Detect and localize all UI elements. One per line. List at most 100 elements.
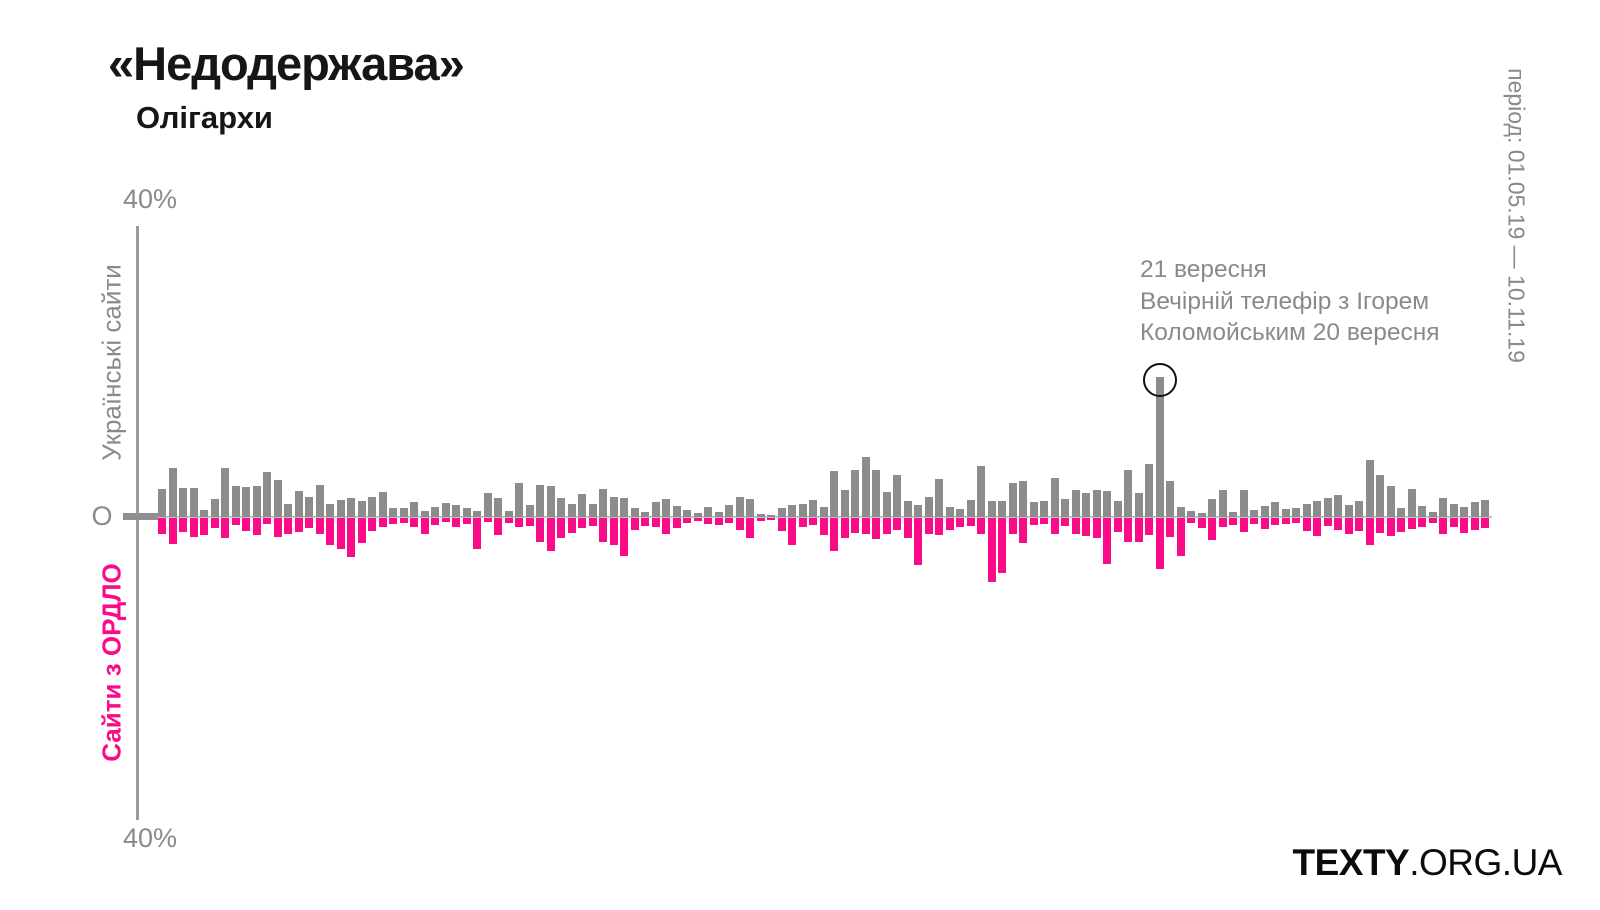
bar-down bbox=[494, 518, 502, 536]
bar-up bbox=[168, 467, 177, 517]
bar-up bbox=[536, 484, 544, 517]
bar-up bbox=[578, 494, 586, 517]
bar-down bbox=[357, 518, 366, 544]
bar-down bbox=[1050, 518, 1059, 534]
bar-up bbox=[704, 506, 712, 517]
bar-up bbox=[525, 505, 534, 517]
bar-up bbox=[399, 508, 408, 517]
bar-up bbox=[1428, 512, 1437, 517]
bar-up bbox=[1197, 513, 1206, 517]
bar-down bbox=[1470, 518, 1479, 530]
bar-down bbox=[1334, 518, 1342, 530]
bar-up bbox=[693, 513, 702, 517]
bar-up bbox=[1302, 503, 1311, 517]
bar-up bbox=[1250, 509, 1258, 517]
bar-down bbox=[1407, 518, 1416, 529]
texty-logo-bold: TEXTY bbox=[1292, 842, 1410, 883]
bar-down bbox=[1040, 518, 1048, 525]
bar-up bbox=[378, 491, 387, 517]
bar-up bbox=[557, 498, 565, 517]
bar-down bbox=[452, 518, 460, 528]
bar-up bbox=[641, 511, 649, 517]
bar-up bbox=[1397, 507, 1405, 517]
bar-up bbox=[662, 498, 670, 517]
bar-down bbox=[1061, 518, 1069, 526]
page-subtitle: Олігархи bbox=[136, 100, 273, 135]
bar-down bbox=[1386, 518, 1395, 537]
bar-up bbox=[735, 497, 744, 517]
bar-up bbox=[1281, 509, 1290, 517]
bar-up bbox=[767, 514, 775, 517]
bar-up bbox=[483, 493, 492, 517]
bar-up bbox=[357, 501, 366, 517]
bar-up bbox=[273, 480, 282, 517]
bar-up bbox=[1271, 502, 1279, 517]
bar-down bbox=[1166, 518, 1174, 537]
bar-down bbox=[767, 518, 775, 521]
bar-down bbox=[1250, 518, 1258, 525]
bar-down bbox=[819, 518, 828, 536]
bar-up bbox=[893, 475, 901, 517]
bar-down bbox=[1187, 518, 1195, 524]
bar-up bbox=[987, 501, 996, 517]
bar-down bbox=[525, 518, 534, 526]
bar-up bbox=[189, 487, 198, 517]
bar-down bbox=[1281, 518, 1290, 525]
bar-down bbox=[1481, 518, 1489, 529]
bar-down bbox=[410, 518, 418, 528]
bar-down bbox=[546, 518, 555, 551]
bar-up bbox=[1124, 469, 1132, 517]
bar-down bbox=[1208, 518, 1216, 540]
bar-up bbox=[1239, 490, 1248, 517]
bar-up bbox=[672, 506, 681, 517]
page-title: «Недодержава» bbox=[108, 37, 465, 90]
bar-down bbox=[987, 518, 996, 583]
bar-down bbox=[399, 518, 408, 523]
texty-logo-rest: .ORG.UA bbox=[1409, 842, 1562, 883]
bar-down bbox=[662, 518, 670, 535]
bar-down bbox=[977, 518, 985, 534]
bar-down bbox=[1376, 518, 1384, 533]
bar-down bbox=[347, 518, 355, 558]
bar-up bbox=[179, 487, 187, 517]
bar-down bbox=[693, 518, 702, 522]
annotation-text: 21 вересня Вечірній телефір з Ігорем Кол… bbox=[1140, 254, 1440, 349]
bar-up bbox=[431, 506, 439, 517]
bar-down bbox=[714, 518, 723, 526]
bar-down bbox=[620, 518, 628, 556]
y-tick-zero: О bbox=[91, 501, 113, 531]
bar-up bbox=[1365, 460, 1374, 517]
annotation-line-3: Коломойським 20 вересня bbox=[1140, 319, 1440, 346]
bar-down bbox=[998, 518, 1006, 573]
bar-down bbox=[536, 518, 544, 542]
bar-down bbox=[830, 518, 838, 551]
bar-down bbox=[1313, 518, 1321, 537]
bar-down bbox=[966, 518, 975, 526]
bar-down bbox=[798, 518, 807, 528]
bar-up bbox=[683, 509, 691, 517]
bar-up bbox=[1208, 498, 1216, 517]
bar-up bbox=[1187, 510, 1195, 517]
bar-down bbox=[1145, 518, 1153, 536]
bar-down bbox=[210, 518, 219, 529]
bar-down bbox=[1239, 518, 1248, 533]
bar-up bbox=[1050, 477, 1059, 517]
bar-down bbox=[326, 518, 334, 546]
bar-down bbox=[1092, 518, 1101, 538]
bar-down bbox=[1271, 518, 1279, 526]
bar-up bbox=[788, 505, 796, 517]
bar-down bbox=[504, 518, 513, 524]
bar-down bbox=[1176, 518, 1185, 556]
bar-up bbox=[567, 504, 576, 517]
bar-down bbox=[1344, 518, 1353, 534]
bar-down bbox=[578, 518, 586, 529]
bar-down bbox=[1439, 518, 1447, 534]
bar-up bbox=[1407, 488, 1416, 517]
bar-up bbox=[1323, 498, 1332, 517]
bar-down bbox=[336, 518, 345, 550]
bar-up bbox=[368, 497, 376, 517]
bar-down bbox=[1124, 518, 1132, 542]
bar-down bbox=[389, 518, 397, 525]
bar-down bbox=[1355, 518, 1363, 531]
